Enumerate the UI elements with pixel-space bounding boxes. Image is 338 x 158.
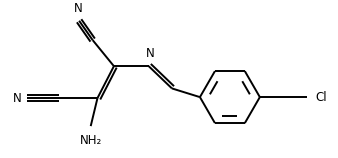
Text: N: N — [74, 2, 82, 15]
Text: N: N — [146, 47, 155, 60]
Text: N: N — [13, 92, 22, 105]
Text: Cl: Cl — [315, 91, 327, 104]
Text: NH₂: NH₂ — [79, 134, 102, 147]
